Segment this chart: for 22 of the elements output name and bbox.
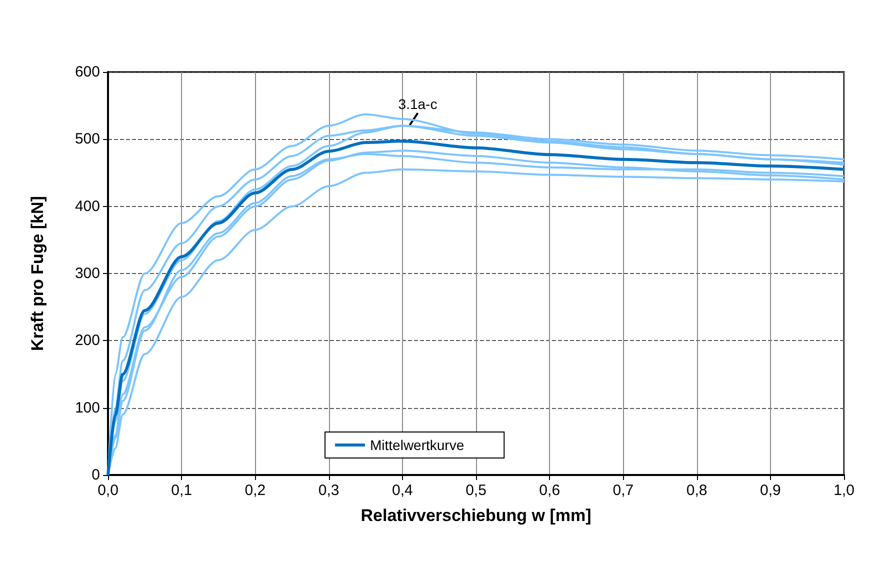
- y-tick-label: 600: [74, 64, 100, 80]
- x-tick-label: 0,7: [612, 482, 634, 499]
- x-tick-label: 0,6: [539, 482, 560, 499]
- x-tick-label: 0,1: [171, 482, 192, 499]
- x-tick-label: 0,5: [466, 482, 486, 499]
- y-axis-title: Kraft pro Fuge [kN]: [28, 196, 47, 351]
- x-tick-label: 1,0: [834, 482, 854, 499]
- y-tick-label: 500: [74, 130, 100, 148]
- annotation: 3.1a-c: [398, 96, 438, 112]
- x-tick-label: 0,4: [392, 482, 413, 499]
- x-axis-title: Relativverschiebung w [mm]: [360, 506, 592, 525]
- y-tick-label: 200: [74, 332, 100, 350]
- y-tick-label: 300: [74, 265, 100, 282]
- x-tick-label: 0,9: [760, 482, 781, 499]
- y-tick-label: 400: [74, 198, 100, 215]
- legend-label: Mittelwertkurve: [370, 437, 464, 453]
- y-tick-label: 100: [74, 399, 100, 416]
- x-tick-label: 0,8: [686, 482, 708, 499]
- x-tick-label: 0,2: [244, 482, 266, 499]
- x-tick-label: 0,3: [318, 482, 340, 499]
- y-tick-label: 0: [92, 466, 100, 484]
- x-tick-label: 0,0: [98, 482, 118, 499]
